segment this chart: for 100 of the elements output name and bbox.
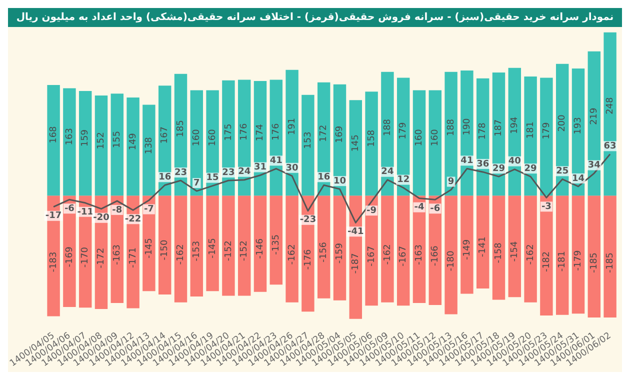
data-label: 219: [589, 107, 600, 125]
data-label: -7: [144, 204, 154, 215]
data-label: 16: [158, 172, 172, 182]
data-label: -176: [303, 248, 314, 270]
bar: [349, 100, 362, 196]
data-label: 160: [208, 128, 218, 146]
data-label: 248: [605, 96, 616, 114]
data-label: -154: [510, 240, 520, 262]
bar: [158, 196, 172, 294]
bar: [492, 196, 506, 300]
data-label: -185: [605, 252, 616, 273]
data-label: 181: [526, 122, 536, 139]
bar: [556, 196, 569, 315]
chart-title: نمودار سرانه خرید حقیقی(سبز) - سرانه فروش حقیقی(قرمز) - اختلاف سرانه حقیقی(مشکی) واحد اعداد به میلیون ریال: [8, 8, 622, 27]
data-label: -162: [382, 244, 393, 265]
bar: [412, 90, 426, 196]
data-label: 178: [478, 122, 488, 140]
bar: [540, 196, 553, 316]
data-label: -182: [542, 251, 552, 272]
data-label: 23: [222, 168, 235, 178]
data-label: 158: [366, 130, 377, 148]
data-label: -6: [64, 204, 74, 214]
data-label: 149: [128, 132, 138, 150]
bar: [110, 94, 124, 196]
data-label: -146: [256, 238, 266, 259]
data-label: 34: [588, 160, 600, 171]
bar: [572, 196, 585, 314]
data-label: -141: [478, 236, 488, 257]
bar: [63, 88, 76, 196]
data-label: -9: [366, 206, 377, 216]
data-label: -11: [77, 207, 94, 218]
bar: [238, 196, 251, 296]
bar: [270, 196, 283, 285]
data-label: -187: [350, 253, 361, 274]
data-label: 176: [240, 123, 250, 140]
data-label: 7: [194, 178, 200, 188]
data-label: 15: [206, 173, 219, 184]
bar: [460, 196, 474, 294]
data-label: -152: [240, 240, 250, 261]
data-label: -4: [414, 202, 424, 213]
bar: [302, 94, 314, 196]
data-label: 9: [448, 177, 454, 188]
data-label: -172: [96, 248, 107, 268]
data-label: 175: [224, 124, 234, 141]
data-label: 185: [176, 120, 186, 138]
bar: [476, 196, 490, 289]
data-label: 155: [112, 130, 122, 148]
data-label: 14: [572, 174, 585, 184]
data-label: 145: [350, 134, 361, 152]
bar: [174, 196, 188, 302]
data-label: -153: [192, 240, 202, 262]
bar: [396, 196, 410, 306]
data-label: 168: [48, 126, 59, 144]
data-label: -145: [144, 238, 154, 258]
data-label: 16: [318, 172, 330, 182]
bar: [524, 196, 537, 302]
data-label: -180: [446, 250, 456, 272]
data-label: -163: [112, 244, 122, 265]
bar: [588, 196, 601, 318]
data-label: -166: [430, 245, 440, 266]
bar: [604, 32, 616, 196]
data-label: -135: [271, 234, 282, 255]
data-label: 153: [303, 132, 314, 149]
data-label: -183: [48, 252, 59, 272]
data-label: -3: [541, 202, 552, 212]
data-label: 29: [524, 164, 537, 174]
data-label: -162: [287, 244, 298, 265]
data-label: 41: [460, 156, 474, 166]
bar: [333, 196, 346, 300]
data-label: 191: [287, 118, 298, 136]
data-label: 24: [238, 167, 251, 178]
bar: [94, 96, 108, 196]
bar: [206, 196, 219, 292]
data-label: -149: [462, 239, 472, 260]
data-label: 159: [80, 129, 91, 147]
bar: [190, 196, 204, 296]
data-label: 174: [256, 124, 266, 142]
data-label: -163: [414, 244, 425, 265]
bar: [47, 85, 60, 196]
data-label: -167: [366, 246, 377, 266]
data-label: 190: [462, 118, 472, 136]
data-label: 188: [446, 118, 456, 136]
data-label: 200: [558, 114, 568, 132]
data-label: -20: [93, 213, 110, 224]
data-label: 36: [476, 159, 490, 170]
data-label: 188: [382, 118, 393, 136]
bar: [604, 196, 616, 318]
data-label: -150: [160, 240, 170, 260]
data-label: -145: [208, 238, 218, 258]
data-label: 10: [333, 176, 346, 186]
data-label: 163: [64, 128, 75, 146]
bar: [142, 196, 156, 292]
data-label: 193: [574, 117, 584, 134]
data-label: 40: [508, 156, 521, 167]
bar: [126, 98, 140, 196]
data-label: 160: [192, 128, 202, 146]
data-label: 167: [160, 126, 170, 144]
data-label: 160: [430, 128, 440, 146]
data-label: -162: [176, 244, 186, 265]
data-label: 160: [414, 128, 425, 146]
